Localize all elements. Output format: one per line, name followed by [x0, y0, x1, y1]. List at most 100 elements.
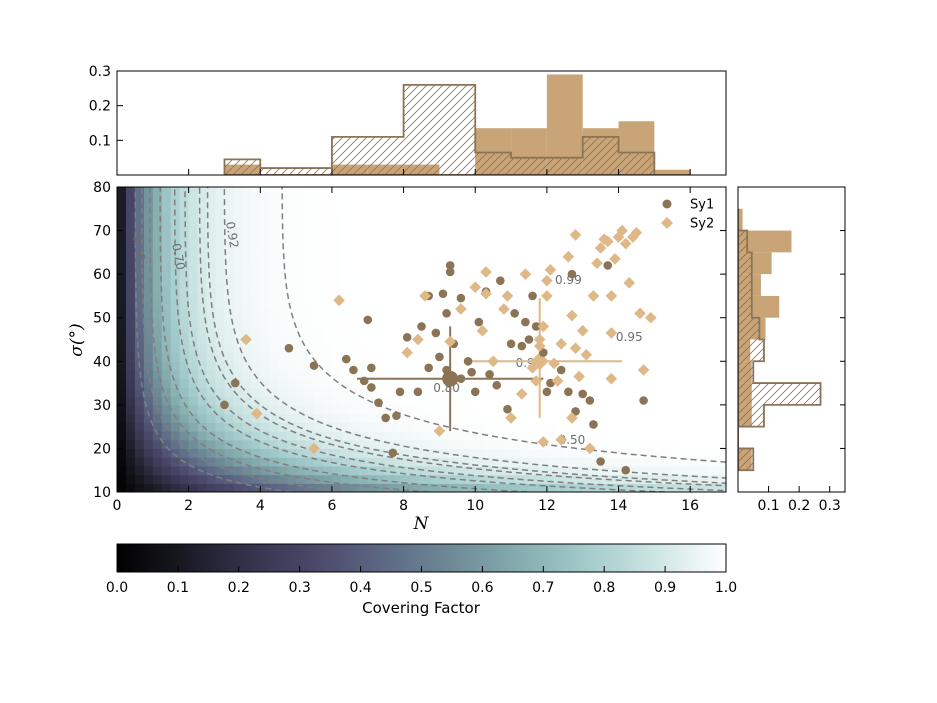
- heatmap-cell: [349, 413, 360, 423]
- heatmap-cell: [233, 352, 243, 362]
- sy2-point: [584, 442, 596, 455]
- heatmap-cell: [430, 483, 441, 492]
- heatmap-cell: [412, 396, 423, 406]
- heatmap-cell: [627, 387, 638, 397]
- heatmap-cell: [260, 230, 270, 240]
- x-tick-label: 8: [399, 498, 408, 514]
- heatmap-cell: [484, 352, 494, 362]
- heatmap-cell: [600, 352, 611, 362]
- heatmap-cell: [609, 204, 620, 214]
- heatmap-cell: [224, 396, 235, 406]
- heatmap-cell: [197, 474, 208, 484]
- heatmap-cell: [251, 465, 261, 476]
- heatmap-cell: [367, 204, 378, 214]
- heatmap-cell: [546, 343, 557, 354]
- heatmap-cell: [314, 221, 324, 232]
- heatmap-cell: [251, 282, 261, 293]
- heatmap-cell: [197, 282, 208, 293]
- heatmap-cell: [242, 282, 252, 293]
- heatmap-cell: [421, 396, 432, 406]
- heatmap-cell: [412, 326, 423, 336]
- heatmap-cell: [134, 326, 145, 336]
- heatmap-cell: [215, 448, 226, 458]
- heatmap-cell: [430, 265, 441, 275]
- heatmap-cell: [197, 422, 208, 432]
- heatmap-cell: [340, 378, 351, 389]
- heatmap-cell: [278, 309, 288, 319]
- heatmap-cell: [233, 439, 243, 450]
- heatmap-cell: [179, 439, 190, 450]
- heatmap-cell: [708, 309, 718, 319]
- heatmap-cell: [143, 474, 154, 484]
- heatmap-cell: [224, 387, 235, 397]
- heatmap-cell: [233, 343, 243, 354]
- heatmap-cell: [645, 465, 655, 476]
- heatmap-cell: [618, 431, 629, 441]
- heatmap-cell: [385, 300, 396, 310]
- heatmap-cell: [708, 274, 718, 284]
- heatmap-cell: [385, 465, 396, 476]
- heatmap-cell: [340, 274, 351, 284]
- heatmap-cell: [573, 396, 584, 406]
- heatmap-cell: [134, 396, 145, 406]
- sy1-point: [456, 374, 466, 384]
- heatmap-cell: [573, 221, 584, 232]
- heatmap-cell: [484, 439, 494, 450]
- heatmap-cell: [152, 248, 163, 258]
- heatmap-cell: [484, 204, 494, 214]
- heatmap-cell: [206, 195, 217, 206]
- heatmap-cell: [376, 187, 387, 197]
- heatmap-cell: [170, 204, 181, 214]
- heatmap-cell: [331, 282, 342, 293]
- heatmap-cell: [385, 291, 396, 301]
- heatmap-cell: [179, 335, 190, 345]
- heatmap-cell: [322, 187, 333, 197]
- heatmap-cell: [349, 387, 360, 397]
- heatmap-cell: [242, 213, 252, 223]
- heatmap-cell: [493, 300, 503, 310]
- heatmap-cell: [493, 448, 503, 458]
- heatmap-cell: [143, 335, 154, 345]
- heatmap-cell: [681, 326, 691, 336]
- heatmap-cell: [627, 457, 638, 467]
- heatmap-cell: [636, 457, 646, 467]
- heatmap-cell: [224, 422, 235, 432]
- heatmap-cell: [358, 352, 369, 362]
- heatmap-cell: [699, 300, 709, 310]
- heatmap-cell: [269, 343, 279, 354]
- heatmap-cell: [170, 213, 181, 223]
- sy1-point: [510, 309, 519, 318]
- heatmap-cell: [528, 483, 539, 492]
- heatmap-cell: [457, 213, 467, 223]
- heatmap-cell: [161, 291, 172, 301]
- heatmap-cell: [233, 335, 243, 345]
- heatmap-cell: [358, 204, 369, 214]
- sy2-point: [519, 268, 532, 280]
- heatmap-cell: [600, 309, 611, 319]
- heatmap-cell: [636, 274, 646, 284]
- heatmap-cell: [690, 335, 700, 345]
- heatmap-cell: [511, 465, 521, 476]
- heatmap-cell: [511, 335, 521, 345]
- heatmap-cell: [609, 361, 620, 371]
- heatmap-cell: [206, 309, 217, 319]
- heatmap-cell: [573, 317, 584, 328]
- contour-lines: [134, 187, 726, 492]
- heatmap-cell: [627, 204, 638, 214]
- heatmap-cell: [493, 352, 503, 362]
- heatmap-cell: [117, 361, 127, 371]
- sy2-point: [433, 425, 446, 437]
- heatmap-cell: [475, 422, 485, 432]
- heatmap-cell: [609, 352, 620, 362]
- heatmap-cell: [699, 274, 709, 284]
- heatmap-cell: [609, 483, 620, 492]
- heatmap-cell: [430, 457, 441, 467]
- heatmap-cell: [305, 282, 315, 293]
- heatmap-cell: [331, 309, 342, 319]
- heatmap-cell: [143, 187, 154, 197]
- heatmap-cell: [681, 465, 691, 476]
- heatmap-cell: [654, 378, 664, 389]
- heatmap-cell: [349, 230, 360, 240]
- heatmap-cell: [672, 204, 682, 214]
